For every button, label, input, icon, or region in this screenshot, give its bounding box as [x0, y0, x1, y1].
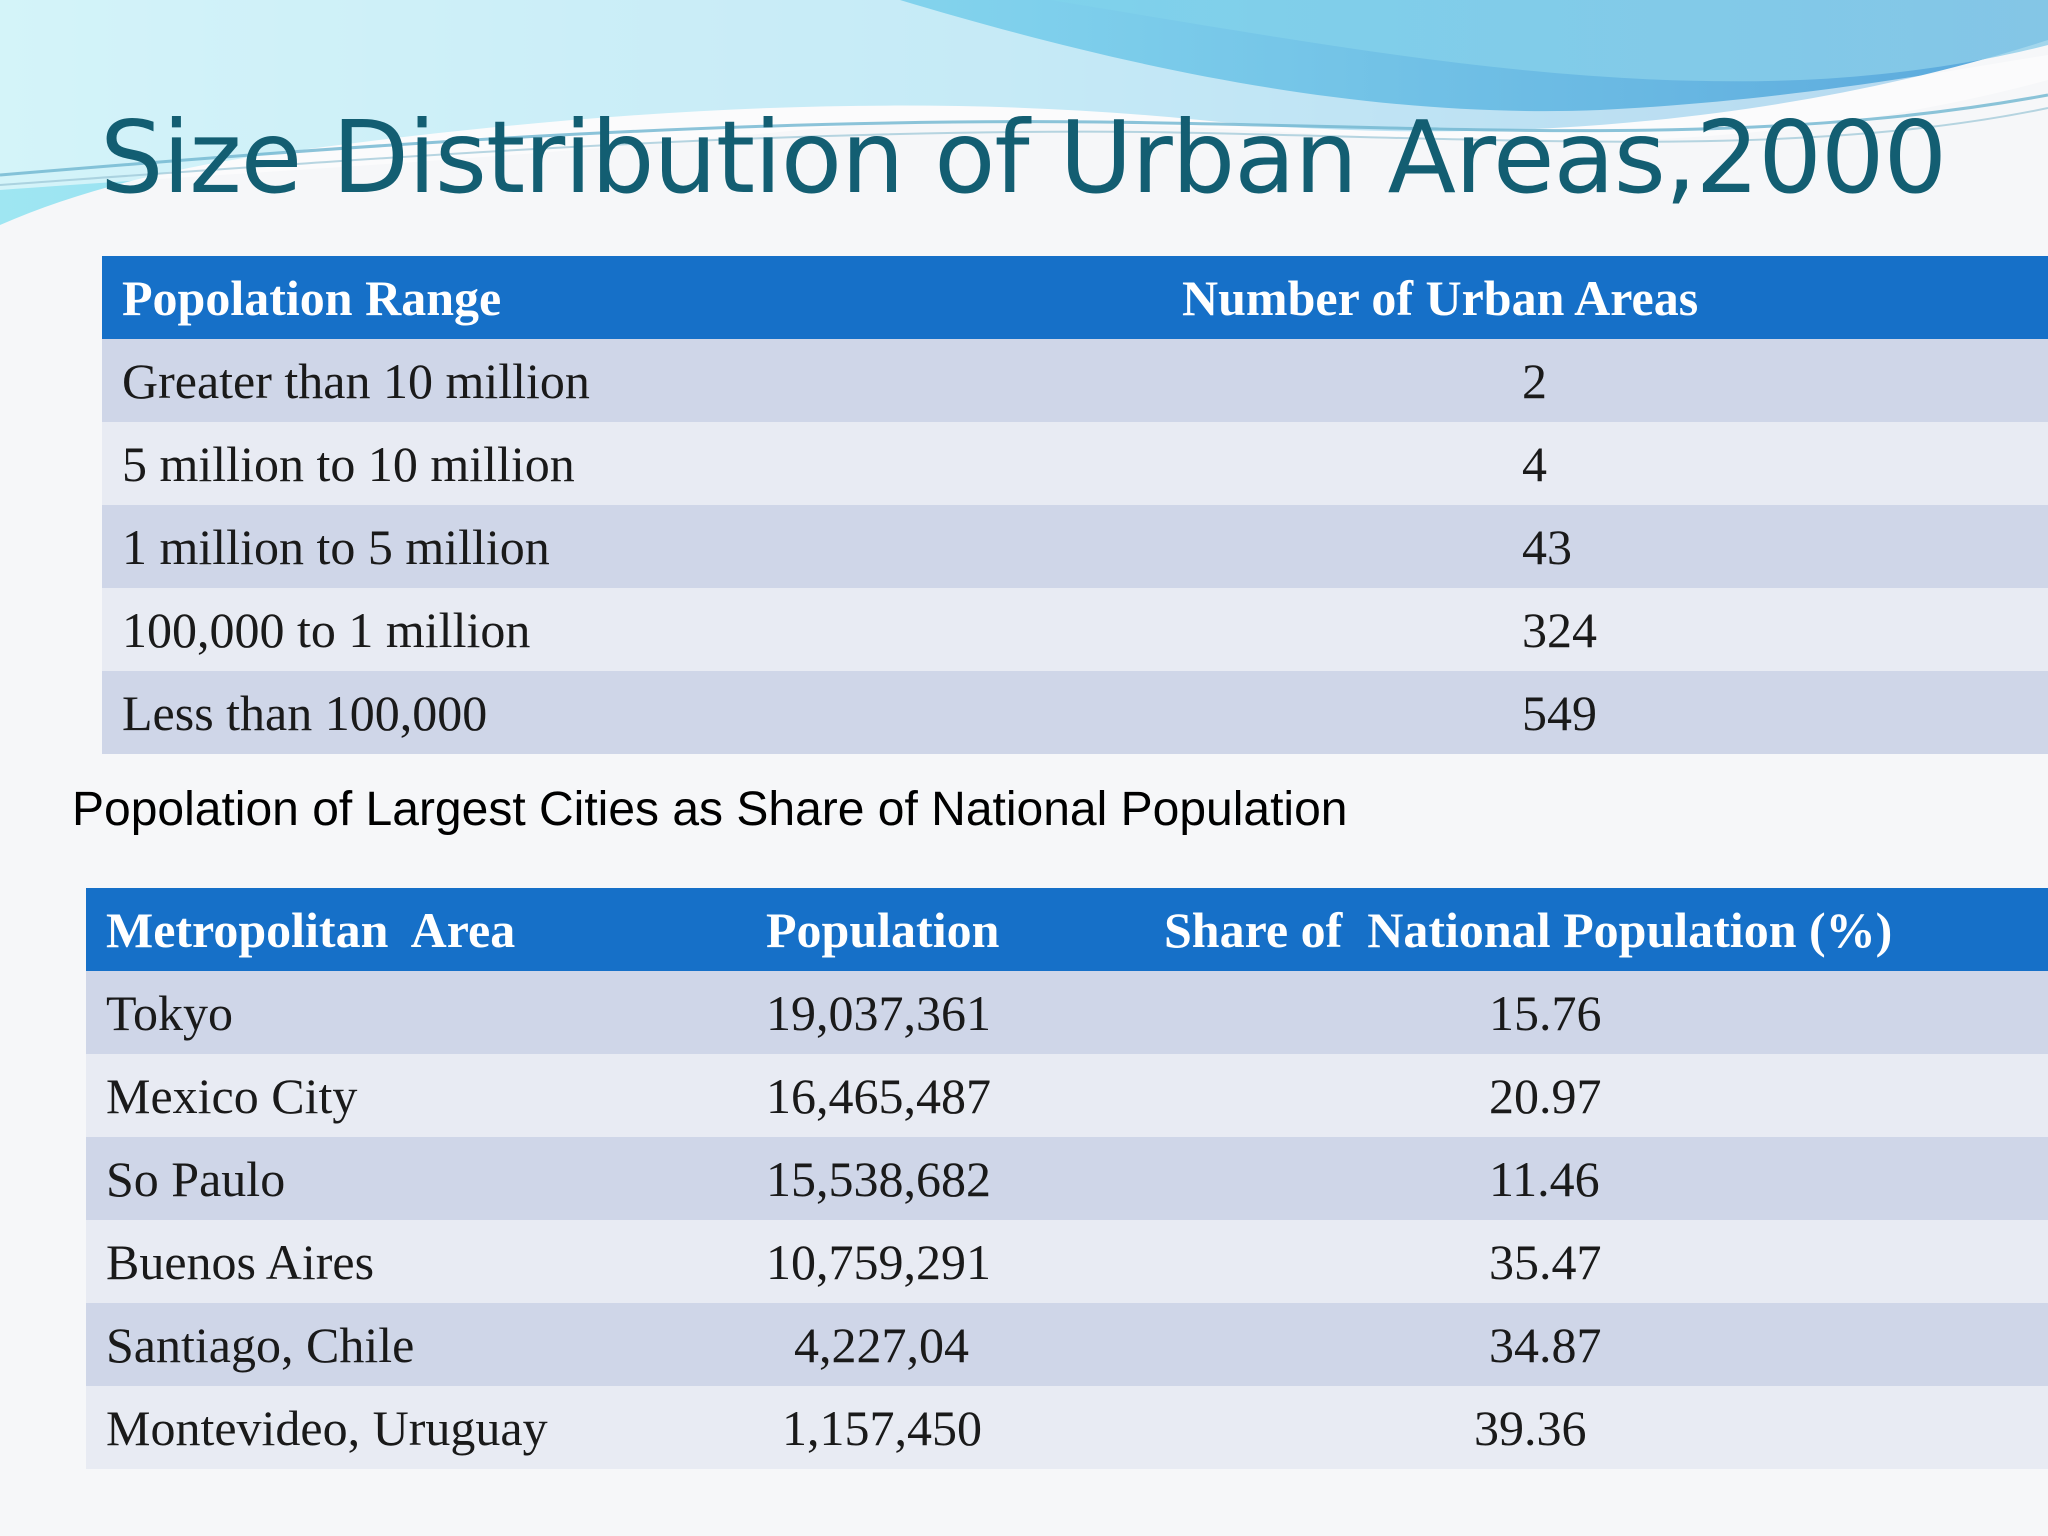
- population-range-cell: 5 million to 10 million: [102, 422, 1057, 505]
- urban-area-count-cell: 549: [1057, 671, 2048, 754]
- table-row: Tokyo 19,037,361 15.76: [86, 971, 2048, 1054]
- national-share-cell: 20.97: [1144, 1054, 2048, 1137]
- table-row: So Paulo 15,538,682 11.46: [86, 1137, 2048, 1220]
- urban-area-count-cell: 2: [1057, 339, 2048, 422]
- urban-area-count-cell: 43: [1057, 505, 2048, 588]
- table-row: Less than 100,000 549: [102, 671, 2048, 754]
- urban-areas-size-table: Popolation Range Number of Urban Areas G…: [102, 256, 2048, 754]
- metro-area-cell: Santiago, Chile: [86, 1303, 746, 1386]
- table-row: Montevideo, Uruguay 1,157,450 39.36: [86, 1386, 2048, 1469]
- column-header-population-range: Popolation Range: [102, 256, 1057, 339]
- national-share-cell: 11.46: [1144, 1137, 2048, 1220]
- section-subtitle: Popolation of Largest Cities as Share of…: [72, 783, 1348, 836]
- population-range-cell: 1 million to 5 million: [102, 505, 1057, 588]
- table-row: Buenos Aires 10,759,291 35.47: [86, 1220, 2048, 1303]
- national-share-cell: 39.36: [1144, 1386, 2048, 1469]
- metro-area-cell: Montevideo, Uruguay: [86, 1386, 746, 1469]
- metro-area-cell: Buenos Aires: [86, 1220, 746, 1303]
- table-row: Santiago, Chile 4,227,04 34.87: [86, 1303, 2048, 1386]
- population-cell: 1,157,450: [746, 1386, 1144, 1469]
- metro-area-cell: So Paulo: [86, 1137, 746, 1220]
- national-share-cell: 15.76: [1144, 971, 2048, 1054]
- metro-area-cell: Tokyo: [86, 971, 746, 1054]
- table-row: Greater than 10 million 2: [102, 339, 2048, 422]
- national-share-cell: 35.47: [1144, 1220, 2048, 1303]
- urban-area-count-cell: 4: [1057, 422, 2048, 505]
- table-header-row: Metropolitan Area Population Share of Na…: [86, 888, 2048, 971]
- table-header-row: Popolation Range Number of Urban Areas: [102, 256, 2048, 339]
- table-row: 100,000 to 1 million 324: [102, 588, 2048, 671]
- population-range-cell: 100,000 to 1 million: [102, 588, 1057, 671]
- population-range-cell: Greater than 10 million: [102, 339, 1057, 422]
- slide-title: Size Distribution of Urban Areas,2000: [100, 99, 1947, 216]
- national-share-cell: 34.87: [1144, 1303, 2048, 1386]
- column-header-metropolitan-area: Metropolitan Area: [86, 888, 746, 971]
- column-header-number-of-urban-areas: Number of Urban Areas: [1057, 256, 2048, 339]
- population-cell: 4,227,04: [746, 1303, 1144, 1386]
- table-row: 5 million to 10 million 4: [102, 422, 2048, 505]
- column-header-national-share: Share of National Population (%): [1144, 888, 2048, 971]
- column-header-population: Population: [746, 888, 1144, 971]
- table-row: 1 million to 5 million 43: [102, 505, 2048, 588]
- population-cell: 16,465,487: [746, 1054, 1144, 1137]
- urban-area-count-cell: 324: [1057, 588, 2048, 671]
- decorative-wave-banner: [0, 0, 2048, 225]
- population-cell: 19,037,361: [746, 971, 1144, 1054]
- population-cell: 15,538,682: [746, 1137, 1144, 1220]
- population-cell: 10,759,291: [746, 1220, 1144, 1303]
- table-row: Mexico City 16,465,487 20.97: [86, 1054, 2048, 1137]
- population-range-cell: Less than 100,000: [102, 671, 1057, 754]
- largest-cities-table: Metropolitan Area Population Share of Na…: [86, 888, 2048, 1469]
- metro-area-cell: Mexico City: [86, 1054, 746, 1137]
